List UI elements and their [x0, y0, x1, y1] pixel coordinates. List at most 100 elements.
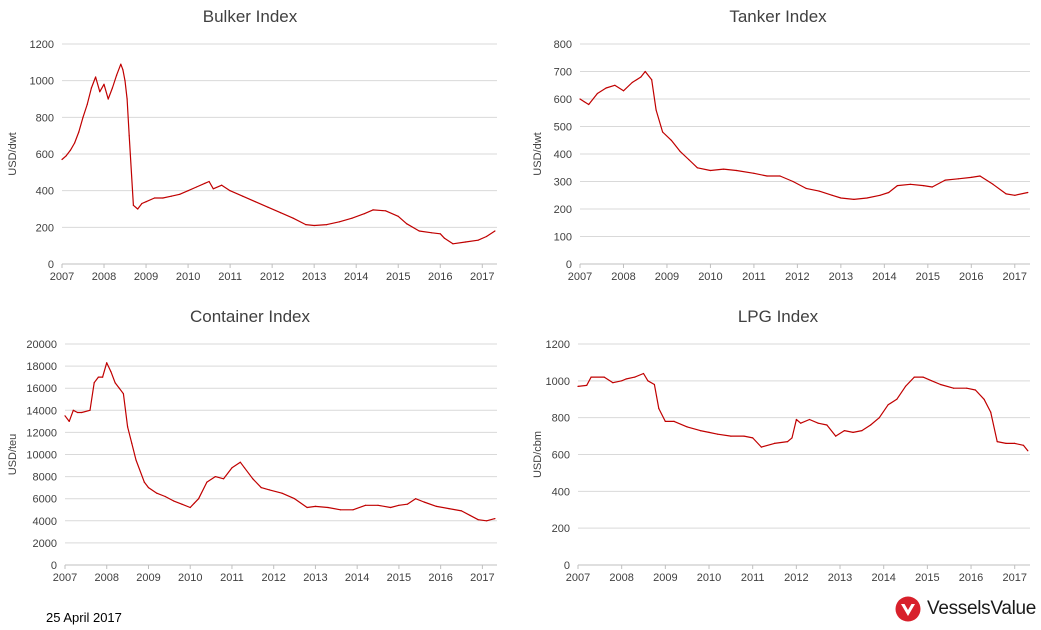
- chart-title: LPG Index: [738, 307, 819, 326]
- data-point: [477, 519, 479, 521]
- data-point: [65, 155, 67, 157]
- x-tick-label: 2008: [609, 572, 633, 584]
- data-point: [364, 504, 367, 506]
- data-point: [640, 76, 642, 78]
- data-point: [931, 186, 933, 188]
- y-axis-label: USD/cbm: [532, 431, 544, 478]
- data-point: [688, 158, 690, 161]
- data-point: [662, 131, 664, 133]
- data-point: [106, 362, 108, 364]
- data-point: [896, 185, 899, 187]
- data-point: [922, 185, 925, 187]
- series-line: [579, 70, 1028, 200]
- data-point: [68, 420, 70, 422]
- data-point: [939, 383, 942, 386]
- data-point: [170, 195, 172, 197]
- data-point: [124, 80, 126, 82]
- data-point: [670, 139, 672, 141]
- data-point: [128, 135, 130, 137]
- data-point: [377, 504, 379, 506]
- data-point: [229, 190, 231, 192]
- data-point: [1027, 191, 1029, 194]
- data-point: [82, 116, 84, 118]
- data-point: [423, 501, 425, 503]
- data-point: [126, 98, 128, 100]
- data-point: [760, 446, 763, 448]
- data-point: [131, 442, 133, 444]
- y-tick-label: 14000: [26, 405, 57, 417]
- x-tick-label: 2011: [220, 572, 244, 584]
- x-tick-label: 2009: [655, 271, 679, 283]
- data-point: [658, 407, 660, 410]
- data-point: [221, 184, 223, 186]
- y-tick-label: 700: [554, 67, 572, 79]
- data-point: [605, 87, 607, 89]
- data-point: [268, 489, 271, 491]
- data-point: [887, 404, 889, 406]
- data-point: [243, 467, 246, 469]
- x-tick-label: 2008: [92, 271, 116, 283]
- data-point: [292, 217, 294, 219]
- data-point: [86, 103, 88, 106]
- data-point: [305, 224, 307, 226]
- y-tick-label: 1200: [30, 39, 54, 51]
- x-tick-label: 2017: [1002, 572, 1026, 584]
- data-point: [996, 441, 998, 443]
- y-tick-label: 10000: [26, 450, 57, 462]
- data-point: [766, 175, 768, 177]
- chart-title: Container Index: [190, 307, 311, 326]
- data-point: [603, 376, 605, 378]
- data-point: [752, 437, 754, 439]
- x-tick-label: 2009: [653, 572, 677, 584]
- data-point: [818, 190, 820, 192]
- data-point: [979, 175, 981, 177]
- x-tick-label: 2016: [959, 572, 983, 584]
- data-point: [78, 131, 80, 133]
- data-point: [95, 76, 97, 78]
- y-axis-label: USD/teu: [7, 434, 19, 476]
- data-point: [577, 385, 579, 387]
- vesselsvalue-logo-icon: [895, 596, 921, 622]
- data-point: [634, 376, 636, 378]
- data-point: [164, 495, 166, 498]
- data-point: [866, 197, 868, 199]
- data-point: [896, 398, 898, 400]
- data-point: [406, 223, 408, 225]
- x-tick-label: 2017: [1003, 271, 1027, 283]
- data-point: [89, 409, 91, 411]
- data-point: [206, 481, 208, 483]
- data-point: [81, 411, 83, 414]
- data-point: [242, 195, 244, 197]
- chart-title: Tanker Index: [729, 7, 827, 26]
- x-tick-label: 2010: [698, 271, 722, 283]
- x-tick-label: 2015: [387, 572, 411, 584]
- data-point: [61, 158, 63, 161]
- data-point: [385, 210, 387, 212]
- data-point: [313, 224, 315, 227]
- data-point: [931, 380, 933, 382]
- data-point: [193, 502, 195, 504]
- y-tick-label: 400: [552, 486, 570, 498]
- data-point: [992, 183, 994, 185]
- data-point: [904, 385, 907, 387]
- data-point: [469, 514, 471, 516]
- data-point: [870, 424, 872, 426]
- chart-panel-3: Container Index 0 2000 4000 6000 8000 10000 120…: [7, 307, 497, 584]
- data-point: [372, 209, 374, 211]
- y-tick-label: 18000: [26, 361, 57, 373]
- data-point: [439, 233, 441, 235]
- data-point: [338, 221, 340, 223]
- data-point: [817, 422, 819, 424]
- y-tick-label: 800: [552, 413, 570, 425]
- data-point: [267, 206, 269, 208]
- x-tick-label: 2015: [386, 271, 410, 283]
- data-point: [97, 376, 99, 378]
- data-point: [397, 215, 399, 217]
- data-point: [132, 204, 134, 206]
- y-tick-label: 0: [48, 259, 54, 271]
- data-point: [74, 142, 76, 144]
- x-tick-label: 2013: [828, 572, 852, 584]
- data-point: [116, 74, 118, 76]
- data-point: [664, 420, 666, 422]
